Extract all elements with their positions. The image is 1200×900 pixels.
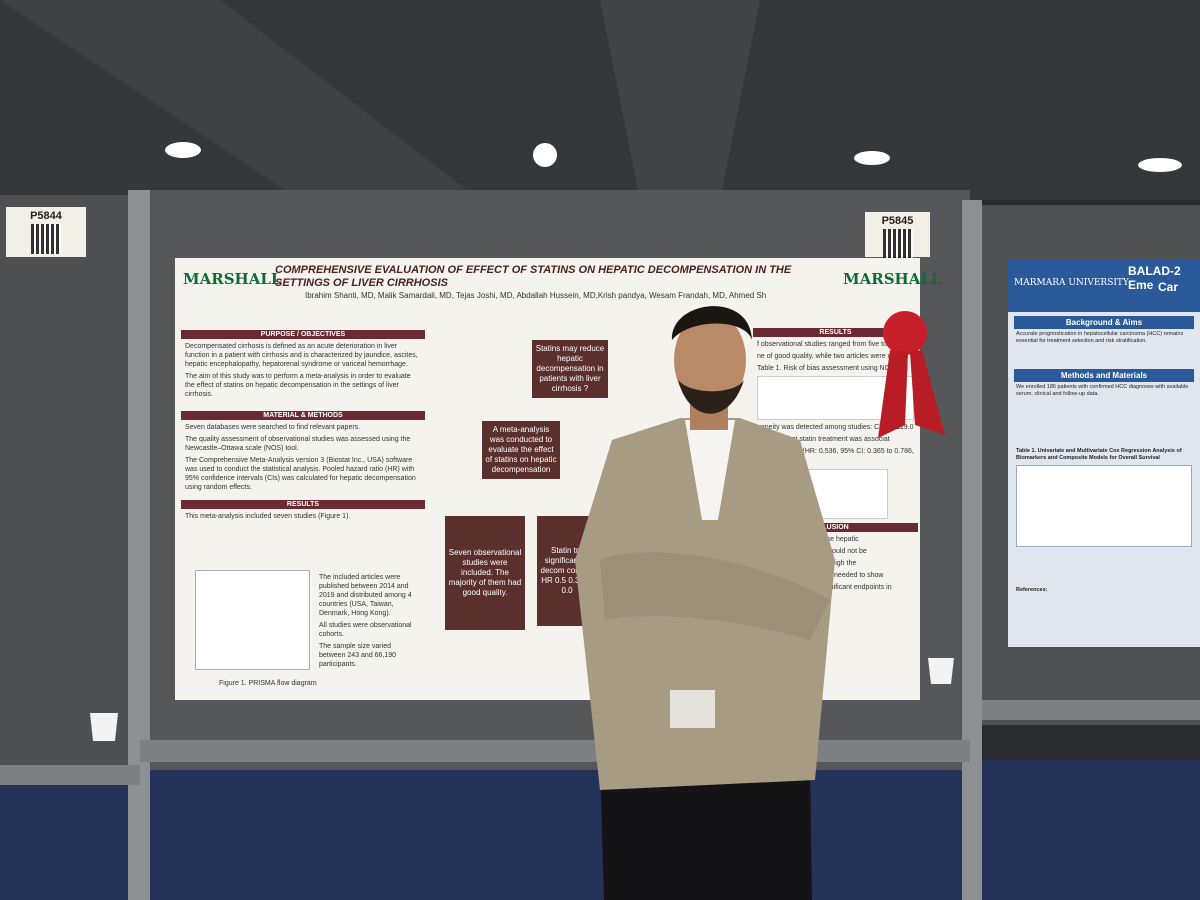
ceiling-light [1138,158,1182,172]
references: References: [1016,587,1048,593]
qr-code [31,224,61,254]
logo: MARSHALL [183,270,282,288]
text: Accurate prognostication in hepatocellul… [1016,331,1184,344]
table [1016,465,1192,547]
frame-pole [128,190,150,900]
bullet: This meta-analysis included seven studie… [185,513,351,520]
ceiling-light [165,142,201,158]
light-beam [0,0,480,200]
board [0,195,140,785]
text: ne of good quality, while two articles w… [757,353,902,360]
ceiling-light [854,151,890,165]
section-heading: RESULTS [753,328,918,337]
qr-code [882,229,913,259]
section-heading: LUSION [753,523,918,532]
frame-rail [140,740,970,762]
frame-rail [982,700,1200,720]
table-caption: Table 1. Univariate and Multivariate Cox… [1016,448,1182,461]
text: use appears to decrease hepatic [757,536,859,543]
forest-plot [783,469,888,519]
light-beam [600,0,760,200]
bullet: The Comprehensive Meta-Analysis version … [185,457,416,491]
poster-subtitle: Car [1158,280,1179,294]
result-bullets: The included articles were published bet… [315,570,423,672]
text: can modify clinically significant endpoi… [757,584,892,591]
prisma-diagram [195,570,310,670]
table [757,376,914,420]
poster-title: COMPREHENSIVE EVALUATION OF EFFECT OF ST… [275,264,792,289]
section-heading: RESULTS [181,500,425,509]
section-heading: MATERIAL & METHODS [181,411,425,420]
poster-header: MARMARA UNIVERSITY BALAD-2 Eme Car [1008,260,1200,312]
frame-pole [962,200,982,900]
frame-rail [0,765,140,785]
flow-box: Seven observational studies were include… [445,516,525,630]
text: e advantage might outweigh the [757,560,857,567]
authors: Ibrahim Shanti, MD, Malik Samardali, MD,… [305,291,767,300]
poster: MARSHALL MARSHALL COMPREHENSIVE EVALUATI… [175,258,941,700]
text: compensation (HR: 0.536, 95% CI: 0.365 t… [757,448,914,464]
left-column: PURPOSE / OBJECTIVES Decompensated cirrh… [181,330,425,524]
flow-box: A meta-analysis was conducted to evaluat… [482,421,560,479]
right-column: RESULTS f observational studies ranged f… [753,328,918,595]
flow-box: Statins may reduce hepatic decompensatio… [532,340,608,398]
text: f observational studies ranged from five… [757,341,904,348]
text: geneity was detected among studies: Chi2… [757,424,914,431]
text: revealed that statin treatment was assoc… [757,436,890,443]
bullet: The sample size varied between 243 and 6… [319,643,397,668]
bullet: Decompensated cirrhosis is defined as an… [185,343,418,368]
figure-caption: Figure 1. PRISMA flow diagram [219,680,317,687]
booth-number: P5845 [881,215,914,227]
bullet: All studies were observational cohorts. [319,622,412,638]
booth-sign: P5845 [865,212,930,259]
text: onsensus that statins should not be [757,548,867,555]
text: We enrolled 186 patients with confirmed … [1016,384,1189,397]
booth-sign: P5844 [6,207,86,257]
section-heading: Methods and Materials [1014,369,1194,382]
cup [90,713,118,741]
ceiling-light [533,143,557,167]
poster: MARMARA UNIVERSITY BALAD-2 Eme Car Backg… [1008,260,1200,647]
flow-box: Statin tre significan he decom compar HR… [537,516,597,626]
carpet [0,760,1200,900]
university: MARMARA UNIVERSITY [1014,278,1129,288]
bullet: The aim of this study was to perform a m… [185,373,411,398]
bullet: Seven databases were searched to find re… [185,424,361,431]
section-heading: PURPOSE / OBJECTIVES [181,330,425,339]
cup [928,658,954,684]
table-caption: Table 1. Risk of bias assessment using N… [757,365,908,372]
text: of patients is specifically needed to sh… [757,572,884,579]
poster-title: BALAD-2 Eme [1128,264,1181,292]
booth-number: P5844 [30,210,62,222]
logo: MARSHALL [843,270,942,288]
bullet: The quality assessment of observational … [185,436,411,452]
section-heading: Background & Aims [1014,316,1194,329]
bullet: The included articles were published bet… [319,574,412,617]
